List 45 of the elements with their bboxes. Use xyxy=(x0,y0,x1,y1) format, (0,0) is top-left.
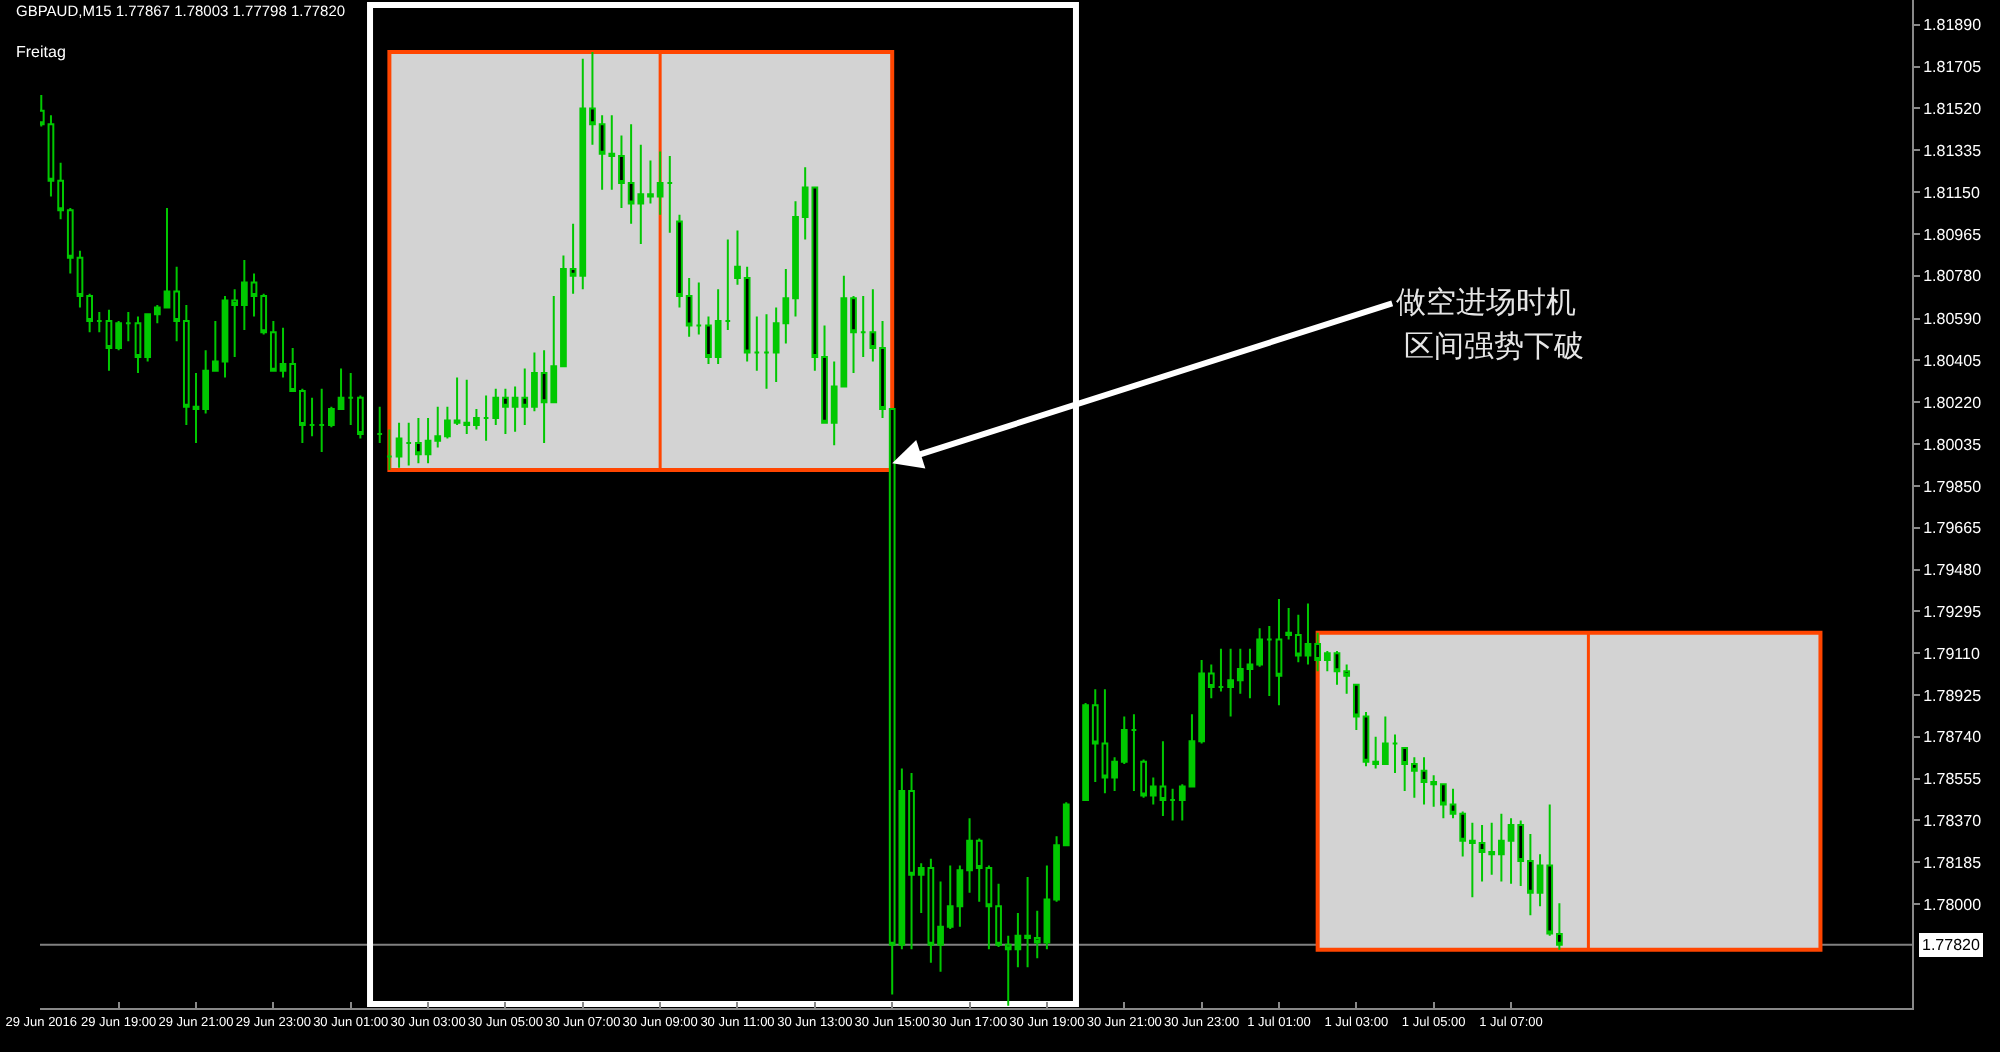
candlestick xyxy=(1391,733,1399,774)
ref-line-label: 1.77820 xyxy=(1922,936,1981,954)
y-tick-label: 1.80035 xyxy=(1923,435,1983,454)
candlestick xyxy=(357,394,364,440)
candlestick xyxy=(347,371,355,426)
candlestick xyxy=(1130,713,1138,793)
y-tick-label: 1.81705 xyxy=(1923,58,1983,77)
y-tick-label: 1.80780 xyxy=(1923,267,1983,286)
candlestick xyxy=(1169,787,1176,822)
y-tick-label: 1.78925 xyxy=(1923,686,1983,705)
y-tick-label: 1.78370 xyxy=(1923,812,1983,831)
candlestick xyxy=(308,396,316,438)
candlestick xyxy=(763,313,770,390)
candlestick xyxy=(386,428,393,472)
y-tick-label: 1.79850 xyxy=(1923,477,1983,496)
y-tick-label: 1.81520 xyxy=(1923,100,1983,119)
y-tick-label: 1.78740 xyxy=(1923,728,1983,747)
y-tick-label: 1.79665 xyxy=(1923,519,1983,538)
y-tick-label: 1.78000 xyxy=(1923,895,1983,914)
y-tick-label: 1.79295 xyxy=(1923,602,1983,621)
candlestick xyxy=(395,421,403,469)
candlestick xyxy=(318,387,326,454)
candlestick xyxy=(1275,597,1283,707)
candlestick xyxy=(124,310,132,343)
y-tick-label: 1.81335 xyxy=(1923,141,1983,160)
y-tick-label: 1.80590 xyxy=(1923,310,1983,329)
candlestick xyxy=(95,310,103,334)
candlestick xyxy=(376,405,384,444)
y-tick-label: 1.78555 xyxy=(1923,770,1983,789)
y-tick-label: 1.79480 xyxy=(1923,561,1983,580)
y-tick-label: 1.81150 xyxy=(1923,183,1981,202)
y-tick-label: 1.80220 xyxy=(1923,393,1983,412)
candlestick xyxy=(482,394,490,442)
candlestick xyxy=(859,295,867,359)
y-tick-label: 1.79110 xyxy=(1923,644,1981,663)
y-tick-label: 1.78185 xyxy=(1923,853,1983,872)
candlestick xyxy=(405,421,413,467)
y-tick-label: 1.80965 xyxy=(1923,225,1983,244)
y-tick-label: 1.81890 xyxy=(1923,16,1983,35)
candlestick xyxy=(1265,625,1273,698)
annotation: 区间强势下破 xyxy=(1404,330,1584,364)
annotation: 做空进场时机 xyxy=(1396,286,1576,320)
y-tick-label: 1.80405 xyxy=(1923,352,1983,371)
text: Freitag xyxy=(16,42,66,61)
candlestick xyxy=(1217,647,1225,693)
